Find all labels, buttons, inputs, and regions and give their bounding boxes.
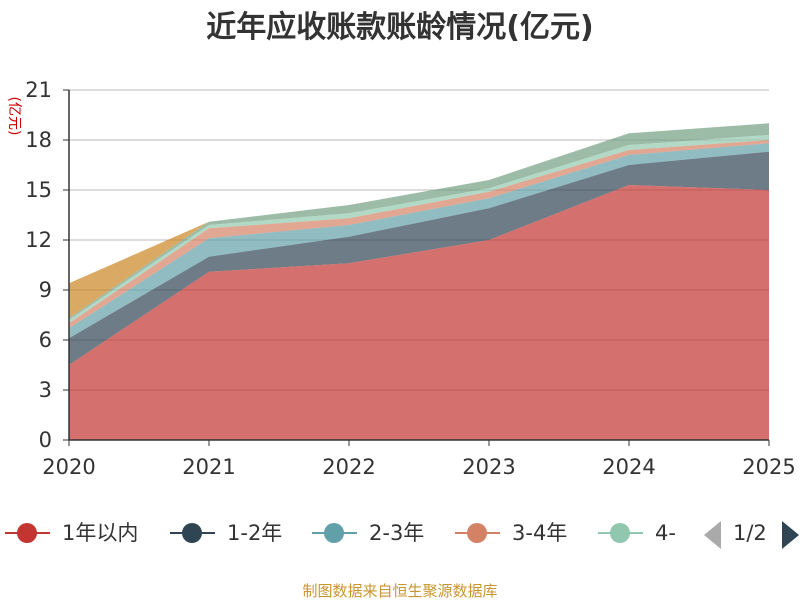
y-axis-unit-label: (亿元) (6, 97, 22, 136)
legend-item-4[interactable]: 4- (598, 521, 676, 545)
y-tick-label: 0 (39, 428, 52, 452)
legend-marker-icon (610, 523, 630, 543)
area-series-1 (69, 151, 769, 365)
legend-marker-icon (182, 523, 202, 543)
legend-label: 1年以内 (62, 521, 138, 545)
y-tick-label: 3 (39, 378, 52, 402)
x-tick-label: 2021 (182, 455, 235, 479)
legend-label: 1-2年 (227, 521, 282, 545)
y-tick-label: 18 (25, 128, 52, 152)
legend-page-indicator: 1/2 (733, 521, 767, 545)
legend: 1年以内 1-2年 2-3年 3-4年 4- 1/2 (5, 521, 799, 549)
y-tick-label: 6 (39, 328, 52, 352)
axes: 0 3 6 9 12 15 18 21 2020 2021 2022 2023 2024 2025 (25, 78, 795, 479)
legend-item-3[interactable]: 3-4年 (455, 521, 567, 545)
x-tick-label: 2023 (462, 455, 515, 479)
legend-marker-icon (17, 523, 37, 543)
legend-label: 4- (655, 521, 676, 545)
area-series-3 (69, 140, 769, 329)
y-tick-label: 21 (25, 78, 52, 102)
legend-item-2[interactable]: 2-3年 (312, 521, 424, 545)
legend-marker-icon (324, 523, 344, 543)
legend-item-0[interactable]: 1年以内 (5, 521, 138, 545)
legend-item-1[interactable]: 1-2年 (170, 521, 282, 545)
legend-marker-icon (467, 523, 487, 543)
source-note: 制图数据来自恒生聚源数据库 (302, 582, 497, 600)
x-tick-label: 2024 (602, 455, 655, 479)
area-series-0 (69, 185, 769, 440)
y-tick-label: 15 (25, 178, 52, 202)
legend-label: 3-4年 (512, 521, 567, 545)
stacked-areas (69, 123, 769, 440)
legend-prev-arrow-icon[interactable] (704, 521, 721, 549)
legend-next-arrow-icon[interactable] (782, 521, 799, 549)
area-series-2 (69, 143, 769, 339)
x-tick-label: 2022 (322, 455, 375, 479)
x-tick-label: 2025 (742, 455, 795, 479)
legend-label: 2-3年 (369, 521, 424, 545)
chart-title: 近年应收账款账龄情况(亿元) (206, 10, 593, 45)
y-tick-label: 12 (25, 228, 52, 252)
x-tick-label: 2020 (42, 455, 95, 479)
y-tick-label: 9 (39, 278, 52, 302)
